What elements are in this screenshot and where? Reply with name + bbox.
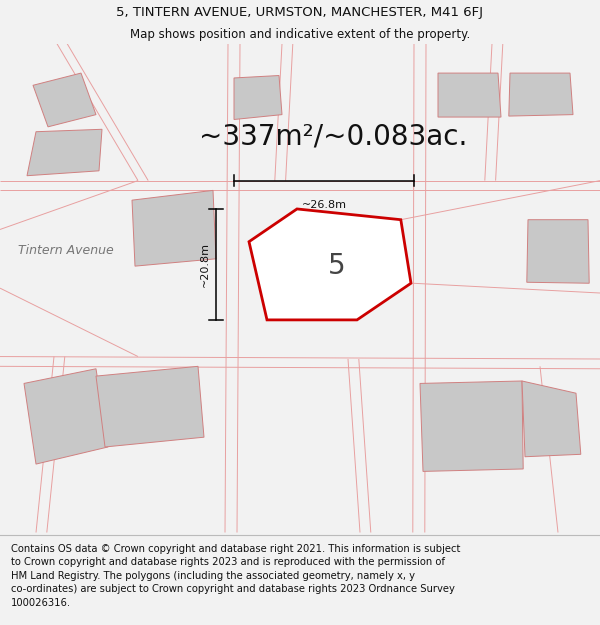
- Polygon shape: [438, 73, 501, 117]
- Polygon shape: [249, 209, 411, 320]
- Text: ~26.8m: ~26.8m: [302, 200, 347, 210]
- Polygon shape: [527, 220, 589, 283]
- Polygon shape: [96, 366, 204, 447]
- Text: Contains OS data © Crown copyright and database right 2021. This information is : Contains OS data © Crown copyright and d…: [11, 544, 460, 608]
- Polygon shape: [33, 73, 96, 127]
- Text: Map shows position and indicative extent of the property.: Map shows position and indicative extent…: [130, 28, 470, 41]
- Polygon shape: [234, 76, 282, 119]
- Polygon shape: [420, 381, 523, 471]
- Polygon shape: [27, 129, 102, 176]
- Polygon shape: [24, 369, 108, 464]
- Text: Tintern Avenue: Tintern Avenue: [18, 244, 114, 256]
- Text: ~20.8m: ~20.8m: [200, 242, 210, 287]
- Text: ~337m²/~0.083ac.: ~337m²/~0.083ac.: [199, 122, 467, 151]
- Text: 5, TINTERN AVENUE, URMSTON, MANCHESTER, M41 6FJ: 5, TINTERN AVENUE, URMSTON, MANCHESTER, …: [116, 6, 484, 19]
- Polygon shape: [132, 191, 216, 266]
- Text: 5: 5: [328, 251, 345, 279]
- Polygon shape: [509, 73, 573, 116]
- Polygon shape: [522, 381, 581, 457]
